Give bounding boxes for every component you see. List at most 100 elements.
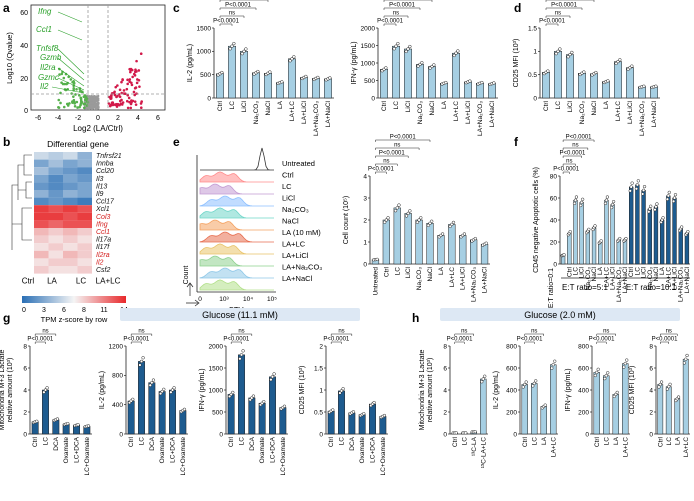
volcano-xticks: -6 -4 -2 0 2 4 6 xyxy=(35,115,160,122)
volcano-point xyxy=(97,94,100,98)
volcano-point xyxy=(111,101,115,104)
heatmap-cell xyxy=(77,228,92,236)
flow-curves xyxy=(199,147,274,291)
x-tick-label: Ctrl xyxy=(228,436,235,447)
heatmap-cell xyxy=(63,159,78,168)
heatmap-gene-label: Ccl1 xyxy=(96,229,110,236)
volcano-point xyxy=(62,105,66,109)
data-point xyxy=(362,412,366,416)
data-point xyxy=(606,371,610,375)
y-axis-label: CD25 MFI (10³) xyxy=(629,366,636,415)
bar xyxy=(612,394,619,435)
heatmap-cell xyxy=(77,266,92,274)
bar xyxy=(585,230,591,265)
significance-label: ns xyxy=(238,329,244,335)
significance-bracket xyxy=(375,171,387,174)
data-point xyxy=(419,216,423,220)
bar xyxy=(338,390,345,435)
volcano-frame xyxy=(30,4,166,111)
volcano-xtick: 2 xyxy=(116,115,120,122)
bar xyxy=(579,202,584,265)
heatmap-cell xyxy=(77,220,92,228)
x-tick-label: LC+Oxamate xyxy=(280,437,287,476)
bar xyxy=(348,412,356,435)
y-tick-label: 0 xyxy=(585,431,589,438)
flow-sample-label: Untreated xyxy=(282,159,315,168)
heatmap-gene-label: Col3 xyxy=(96,214,111,221)
volcano-point xyxy=(57,98,61,102)
heatmap-cell xyxy=(34,212,49,221)
volcano-point xyxy=(89,96,92,99)
volcano-point xyxy=(130,101,133,104)
heatmap-cell xyxy=(63,243,78,251)
data-point xyxy=(603,201,608,206)
data-point xyxy=(550,366,554,370)
data-point xyxy=(464,431,468,435)
bar-chart-h1: 0 2 4 6 8 Mitochondria M+3 Lactaterelative am… xyxy=(419,329,488,468)
x-tick-label: LiCl xyxy=(241,100,248,112)
volcano-point xyxy=(76,106,79,109)
heatmap-cell xyxy=(77,250,92,259)
y-tick-label: 1 xyxy=(533,49,537,56)
y-tick-label: 1000 xyxy=(361,60,376,67)
volcano-point xyxy=(118,88,122,92)
data-point xyxy=(593,373,597,378)
significance-label: P<0.0001 xyxy=(223,337,250,343)
panel-g-title: Glucose (11.1 mM) xyxy=(202,310,278,320)
data-point xyxy=(151,378,156,382)
bar xyxy=(578,73,586,99)
significance-bracket xyxy=(383,0,433,2)
bar-chart-h3: 0 200 400 600 800 IFN-γ (pg/mL) Ctrl LC LA LA+LC P… xyxy=(565,329,630,457)
heatmap-column-label: LA+LC xyxy=(96,277,121,286)
data-point xyxy=(251,394,256,398)
x-tick-label: LC xyxy=(43,437,50,446)
heatmap-cell xyxy=(63,228,78,236)
significance-bracket xyxy=(34,333,57,336)
significance-bracket xyxy=(130,333,153,336)
x-tick-label: Ctrl xyxy=(32,436,39,447)
significance-label: ns xyxy=(138,329,144,335)
volcano-xtick: -2 xyxy=(75,115,81,122)
data-point xyxy=(138,363,142,367)
significance-bracket xyxy=(230,333,253,336)
bar xyxy=(550,364,557,435)
heatmap-panel: Differential gene Tnfrsf21InnbaCcl20Il3I… xyxy=(11,139,128,324)
data-point xyxy=(580,200,584,205)
data-point xyxy=(76,423,80,427)
volcano-point xyxy=(125,99,129,103)
y-tick-label: 0.5 xyxy=(314,409,323,416)
flow-xticks: 0 10³ 10⁴ 10⁵ xyxy=(198,296,277,303)
x-tick-label: LiCl xyxy=(405,266,412,278)
data-point xyxy=(220,70,224,75)
data-point xyxy=(665,197,670,201)
bar-chart-c1: 0 500 1000 1500 IL-2 (pg/mL) Ctrl LC LiCl Na₂CO₃… xyxy=(187,0,334,136)
x-tick-label: LA+LC xyxy=(665,267,672,287)
volcano-point xyxy=(80,101,84,104)
volcano-xtick: 4 xyxy=(136,115,140,122)
data-point xyxy=(605,195,610,199)
volcano-point xyxy=(95,104,98,107)
data-point xyxy=(404,49,408,54)
volcano-point xyxy=(93,95,96,98)
x-tick-label: NaCl xyxy=(265,100,272,115)
x-tick-label: Na₂CO₃ xyxy=(417,101,424,125)
data-point xyxy=(182,407,187,412)
heatmap-cell xyxy=(63,190,78,198)
volcano-point xyxy=(79,97,83,100)
bar xyxy=(428,66,436,99)
heatmap-cell xyxy=(63,220,78,228)
data-point xyxy=(558,47,562,51)
data-point xyxy=(604,198,609,202)
volcano-point xyxy=(122,89,126,92)
heatmap-cell xyxy=(77,182,92,190)
volcano-point xyxy=(114,85,118,89)
x-tick-label: LA+Na₂CO₃ xyxy=(678,267,685,302)
y-tick-label: 60 xyxy=(550,195,558,202)
data-point xyxy=(395,206,399,210)
significance-bracket xyxy=(596,333,616,336)
volcano-xtick: 6 xyxy=(156,115,160,122)
data-point xyxy=(420,61,424,65)
significance-label: ns xyxy=(405,0,411,1)
x-tick-label: LA+LC xyxy=(550,437,557,457)
data-point xyxy=(408,209,412,213)
